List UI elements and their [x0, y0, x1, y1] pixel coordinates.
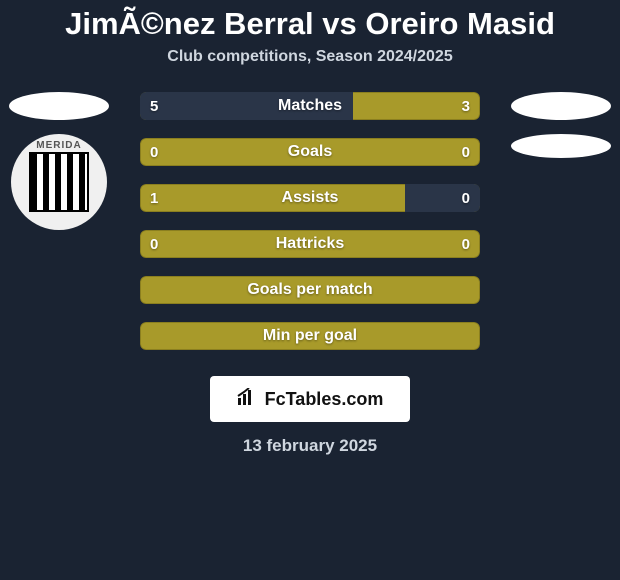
merida-logo-stripes [29, 152, 89, 212]
player-right-pill-2 [511, 134, 611, 158]
stat-left-value: 0 [150, 230, 158, 258]
stat-right-value: 3 [462, 92, 470, 120]
stat-label: Goals per match [140, 276, 480, 304]
stat-label: Hattricks [140, 230, 480, 258]
page-title: JimÃ©nez Berral vs Oreiro Masid [0, 0, 620, 42]
stat-right-value: 0 [462, 230, 470, 258]
stat-row: Matches5 3 [140, 92, 480, 120]
stat-row: Min per goal [140, 322, 480, 350]
watermark-text: FcTables.com [265, 389, 384, 410]
chart-icon [237, 388, 259, 411]
stat-right-value: 0 [462, 184, 470, 212]
comparison-content: MERIDA Matches53Goals00Assists10Hattrick… [0, 92, 620, 456]
stat-label: Matches [140, 92, 480, 120]
stat-left-value: 0 [150, 138, 158, 166]
date-text: 13 february 2025 [0, 436, 620, 456]
stat-right-value: 0 [462, 138, 470, 166]
stat-left-value: 1 [150, 184, 158, 212]
stat-label: Goals [140, 138, 480, 166]
player-right-side [506, 92, 616, 158]
stat-label: Assists [140, 184, 480, 212]
stat-row: Hattricks0 0 [140, 230, 480, 258]
stat-row: Assists1 0 [140, 184, 480, 212]
merida-logo-text: MERIDA [11, 140, 107, 151]
player-right-pill-1 [511, 92, 611, 120]
fctables-watermark: FcTables.com [210, 376, 410, 422]
stats-bars: Matches53Goals00Assists10Hattricks00Goal… [140, 92, 480, 350]
stat-label: Min per goal [140, 322, 480, 350]
merida-logo: MERIDA [11, 134, 107, 230]
subtitle: Club competitions, Season 2024/2025 [0, 48, 620, 66]
stat-row: Goals per match [140, 276, 480, 304]
stat-row: Goals0 0 [140, 138, 480, 166]
player-left-side: MERIDA [4, 92, 114, 230]
stat-left-value: 5 [150, 92, 158, 120]
player-left-pill [9, 92, 109, 120]
